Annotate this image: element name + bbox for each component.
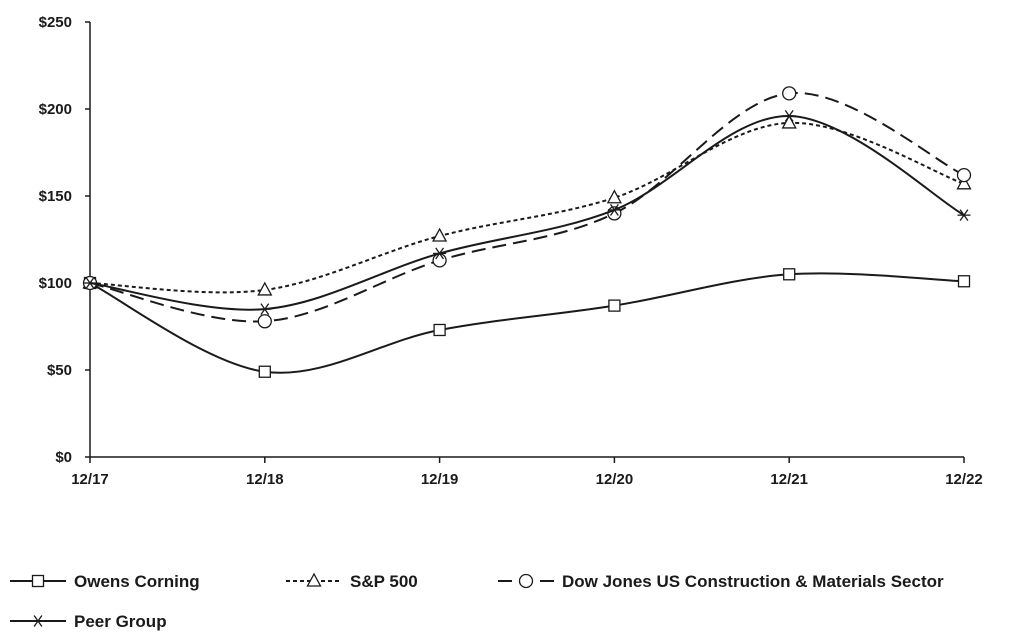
data-point-sandp-500-5 [956, 175, 972, 190]
legend-marker [31, 574, 45, 588]
y-tick-label: $150 [39, 188, 72, 205]
data-point-peer-group-0 [83, 277, 97, 289]
data-point-peer-group-2 [433, 247, 447, 260]
y-tick-label: $100 [39, 275, 72, 292]
data-point-owens-corning-5 [957, 275, 971, 288]
x-tick-label: 12/20 [596, 471, 634, 488]
series-line-owens-corning [89, 272, 965, 374]
data-point-peer-group-4 [782, 110, 796, 122]
data-point-sandp-500-1 [257, 281, 273, 296]
series-layer [82, 86, 972, 378]
legend-item-owens-corning: Owens Corning [10, 572, 200, 591]
data-point-sandp-500-3 [606, 189, 622, 204]
x-tick-label: 12/21 [770, 471, 808, 488]
series-line-peer-group [89, 114, 965, 311]
series-owens-corning [83, 268, 971, 378]
y-tick-label: $50 [47, 362, 72, 379]
legend-label: Peer Group [74, 612, 167, 631]
data-point-dow-jones-us-construction-and-materials-sector-1 [257, 314, 272, 329]
legend-label: Dow Jones US Construction & Materials Se… [562, 572, 944, 591]
data-point-sandp-500-2 [432, 227, 448, 242]
data-point-dow-jones-us-construction-and-materials-sector-2 [432, 253, 447, 268]
series-line-dow-jones-us-construction-and-materials-sector [89, 92, 965, 323]
data-point-owens-corning-4 [783, 268, 796, 281]
legend-item-peer-group: Peer Group [10, 612, 167, 631]
data-point-dow-jones-us-construction-and-materials-sector-4 [782, 86, 797, 101]
data-point-owens-corning-3 [608, 299, 621, 312]
legend-item-dow-jones-us-construction-and-materials-sector: Dow Jones US Construction & Materials Se… [498, 572, 944, 591]
x-tick-label: 12/17 [71, 471, 109, 488]
data-point-peer-group-3 [607, 204, 621, 216]
legend-marker [518, 573, 534, 589]
series-line-sandp-500 [89, 121, 965, 294]
legend-marker [31, 615, 45, 627]
data-point-peer-group-5 [957, 209, 971, 222]
series-sandp-500 [82, 114, 972, 296]
x-tick-label: 12/18 [246, 471, 284, 488]
legend-label: Owens Corning [74, 572, 200, 591]
series-peer-group [83, 110, 971, 315]
data-point-peer-group-1 [258, 303, 272, 315]
y-tick-label: $0 [55, 449, 72, 466]
y-tick-label: $250 [39, 14, 72, 31]
data-point-owens-corning-2 [433, 323, 446, 337]
legend: Owens Corning S&P 500 Dow Jones US Constru… [10, 572, 944, 631]
y-tick-label: $200 [39, 101, 72, 118]
data-point-owens-corning-1 [258, 365, 271, 378]
data-point-sandp-500-4 [781, 114, 797, 129]
axes: $0 $50 $100 $150 $200 $250 12/17 12/18 12/19 12/2… [39, 14, 983, 488]
data-point-dow-jones-us-construction-and-materials-sector-5 [956, 167, 972, 183]
legend-marker [306, 572, 322, 587]
legend-item-sandp-500: S&P 500 [286, 572, 418, 591]
x-tick-label: 12/19 [421, 471, 459, 488]
x-tick-label: 12/22 [945, 471, 983, 488]
legend-label: S&P 500 [350, 572, 418, 591]
